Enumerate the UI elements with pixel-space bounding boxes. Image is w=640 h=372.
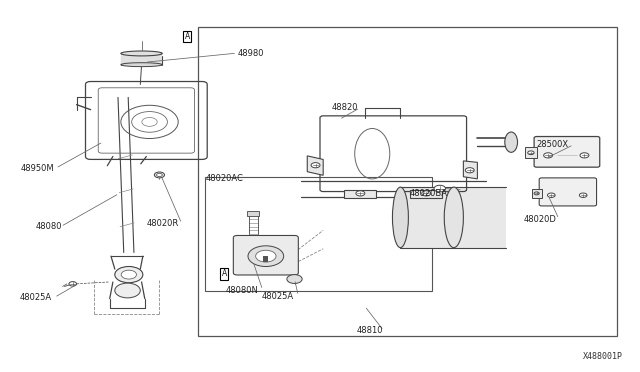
Circle shape <box>248 246 284 266</box>
Circle shape <box>465 168 474 173</box>
Bar <box>198 27 617 336</box>
Circle shape <box>115 283 140 298</box>
Text: 48020AC: 48020AC <box>205 174 243 183</box>
Circle shape <box>157 173 162 177</box>
Circle shape <box>115 266 143 283</box>
Bar <box>401 187 506 248</box>
Bar <box>246 211 259 216</box>
Circle shape <box>69 282 77 286</box>
Circle shape <box>528 151 534 155</box>
Circle shape <box>534 192 540 195</box>
Text: A: A <box>222 269 227 278</box>
Circle shape <box>579 193 587 198</box>
Text: 48810: 48810 <box>357 326 383 335</box>
Polygon shape <box>344 190 376 198</box>
Circle shape <box>543 153 552 158</box>
Bar <box>121 54 163 65</box>
FancyBboxPatch shape <box>234 235 298 275</box>
Polygon shape <box>463 161 477 179</box>
Circle shape <box>154 172 164 178</box>
Circle shape <box>434 185 445 192</box>
Text: X488001P: X488001P <box>582 352 623 361</box>
Text: 48950M: 48950M <box>20 164 54 173</box>
Text: 48020R: 48020R <box>147 219 179 228</box>
Bar <box>525 147 537 158</box>
Text: 28500X: 28500X <box>537 140 569 149</box>
Circle shape <box>121 270 136 279</box>
FancyBboxPatch shape <box>534 137 600 167</box>
Polygon shape <box>307 156 323 175</box>
Circle shape <box>311 163 320 168</box>
Bar <box>205 177 431 291</box>
Circle shape <box>422 191 431 196</box>
Bar <box>263 256 268 262</box>
Text: 48020D: 48020D <box>524 215 557 224</box>
Ellipse shape <box>121 63 163 67</box>
Ellipse shape <box>505 132 518 152</box>
Ellipse shape <box>121 51 163 56</box>
Text: 48080: 48080 <box>35 222 61 231</box>
Polygon shape <box>410 190 442 198</box>
Text: 48020BA: 48020BA <box>409 189 447 198</box>
Ellipse shape <box>444 187 463 248</box>
Bar <box>532 189 541 198</box>
Text: 48025A: 48025A <box>19 293 51 302</box>
Text: 48980: 48980 <box>237 49 264 58</box>
FancyBboxPatch shape <box>540 178 596 206</box>
Circle shape <box>287 275 302 283</box>
Circle shape <box>356 191 365 196</box>
Text: 48025A: 48025A <box>261 292 294 301</box>
Circle shape <box>580 153 589 158</box>
Text: A: A <box>185 32 190 41</box>
Text: 48820: 48820 <box>332 103 358 112</box>
Circle shape <box>547 193 555 198</box>
Text: 48080N: 48080N <box>226 286 259 295</box>
Ellipse shape <box>392 187 408 248</box>
Circle shape <box>255 250 276 262</box>
